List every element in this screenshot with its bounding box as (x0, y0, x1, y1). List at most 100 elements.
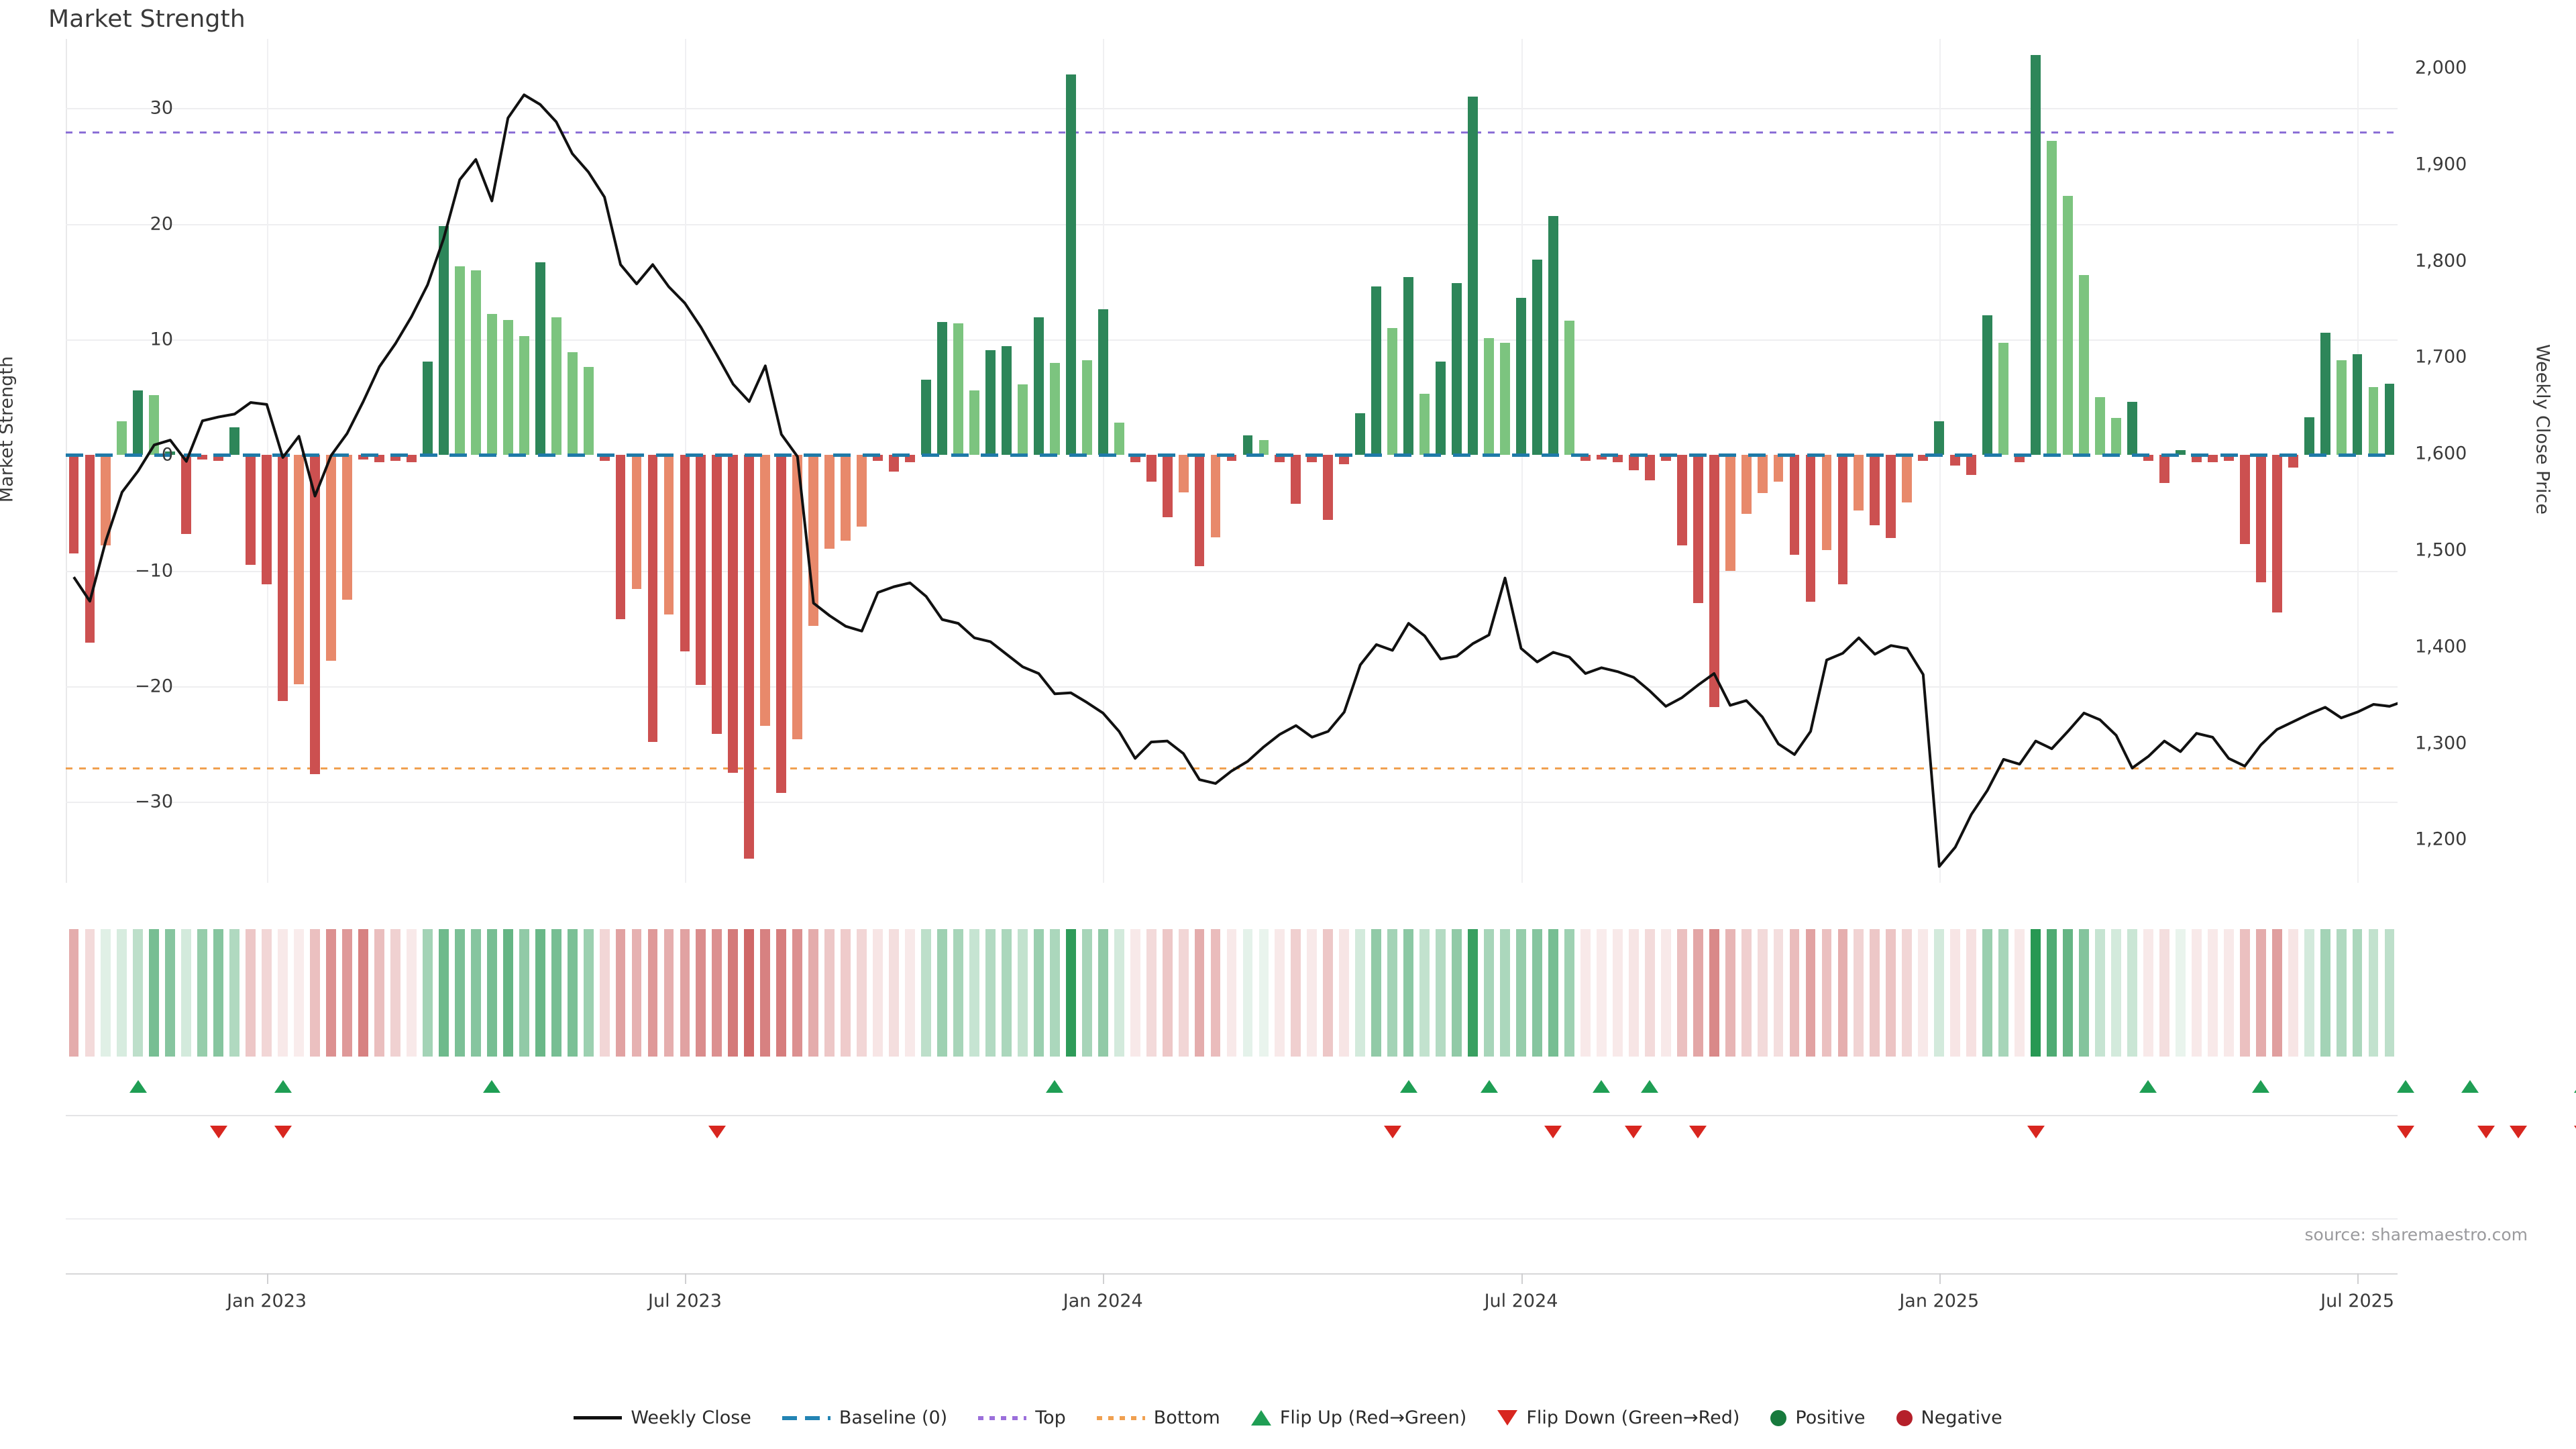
legend-item[interactable]: Positive (1770, 1407, 1866, 1428)
heat-strip-cell (2255, 929, 2266, 1057)
legend-item-label: Top (1035, 1407, 1066, 1428)
heat-strip-cell (101, 929, 111, 1057)
market-strength-bar (519, 335, 529, 455)
legend-item[interactable]: Baseline (0) (782, 1407, 947, 1428)
legend-item-label: Flip Up (Red→Green) (1279, 1407, 1467, 1428)
dot-darkred-icon (1896, 1409, 1913, 1426)
heat-strip-cell (1403, 929, 1414, 1057)
heat-strip-cell (1564, 929, 1574, 1057)
market-strength-bar (1757, 455, 1768, 494)
heat-strip-cell (1660, 929, 1671, 1057)
flip-up-marker (2252, 1080, 2270, 1093)
heat-strip-cell (857, 929, 867, 1057)
heat-strip-cell (1500, 929, 1510, 1057)
triangle-down-red-icon (1497, 1410, 1518, 1426)
market-strength-bar (985, 350, 996, 455)
market-strength-bar (1741, 455, 1752, 515)
market-strength-bar (1805, 455, 1816, 602)
legend-item[interactable]: Bottom (1096, 1407, 1220, 1428)
heat-strip-cell (2336, 929, 2347, 1057)
heat-strip-cell (873, 929, 883, 1057)
heat-strip-cell (1307, 929, 1318, 1057)
market-strength-bar (1307, 455, 1318, 462)
market-strength-bar (1387, 327, 1398, 455)
heat-strip-cell (2352, 929, 2363, 1057)
x-axis-tick (684, 1273, 686, 1284)
market-strength-bar (2336, 360, 2347, 455)
market-strength-bars (66, 39, 2398, 883)
heat-strip-cell (2015, 929, 2025, 1057)
chart-legend: Weekly Close Baseline (0) Top Bottom Flip Up… (0, 1407, 2576, 1428)
legend-item[interactable]: Flip Down (Green→Red) (1497, 1407, 1739, 1428)
market-strength-bar (1982, 315, 1993, 455)
heat-strip-cell (792, 929, 803, 1057)
heat-strip-cell (824, 929, 835, 1057)
market-strength-bar (2207, 455, 2218, 462)
market-strength-bar (2159, 455, 2169, 483)
market-strength-bar (2352, 354, 2363, 455)
market-strength-bar (1725, 455, 1735, 571)
heat-strip-cell (760, 929, 771, 1057)
market-strength-bar (1950, 455, 1961, 466)
heat-strip-cell (470, 929, 481, 1057)
market-strength-bar (1049, 362, 1060, 455)
heat-strip-cell (1548, 929, 1558, 1057)
market-strength-bar (1291, 455, 1301, 504)
heat-strip-cell (2239, 929, 2250, 1057)
market-strength-bar (889, 455, 899, 472)
market-strength-bar (1821, 455, 1832, 550)
left-axis-tick-label: −20 (135, 676, 173, 697)
market-strength-bar (2015, 455, 2025, 462)
market-strength-bar (1355, 413, 1366, 455)
x-axis-tick (2357, 1273, 2359, 1284)
x-axis-tick-label: Jul 2024 (1484, 1291, 1558, 1311)
heat-strip-cell (1676, 929, 1687, 1057)
heat-strip-cell (1596, 929, 1607, 1057)
market-strength-bar (1146, 455, 1157, 482)
legend-item[interactable]: Top (978, 1407, 1066, 1428)
market-strength-bar (776, 455, 787, 793)
lower-pad-gridline (66, 1218, 2398, 1220)
flip-up-marker (1399, 1080, 1417, 1093)
flip-marker-rows (66, 1073, 2576, 1154)
legend-item[interactable]: Negative (1896, 1407, 2002, 1428)
flip-row-divider (66, 1115, 2398, 1116)
heat-strip-cell (1001, 929, 1012, 1057)
flip-down-marker (1625, 1126, 1643, 1138)
market-strength-bar (2079, 274, 2089, 455)
market-strength-bar (1323, 455, 1334, 520)
market-strength-bar (310, 455, 320, 774)
market-strength-bar (1676, 455, 1687, 545)
market-strength-bar (647, 455, 658, 742)
heat-strip-cell (246, 929, 256, 1057)
gridline (66, 686, 2398, 688)
heat-strip-cell (744, 929, 755, 1057)
legend-item-label: Baseline (0) (839, 1407, 948, 1428)
legend-item[interactable]: Flip Up (Red→Green) (1250, 1407, 1467, 1428)
heat-strip-cell (454, 929, 465, 1057)
legend-item[interactable]: Weekly Close (574, 1407, 751, 1428)
market-strength-bar (1660, 455, 1671, 461)
market-strength-bar (1339, 455, 1350, 465)
heat-strip-cell (1097, 929, 1108, 1057)
left-axis-tick-label: 30 (150, 97, 173, 119)
heat-strip-cell (213, 929, 224, 1057)
flip-up-marker (1480, 1080, 1498, 1093)
market-strength-bar (1998, 343, 2009, 455)
heat-strip-cell (2304, 929, 2314, 1057)
market-strength-bar (2384, 383, 2395, 455)
flip-up-marker (1046, 1080, 1064, 1093)
flip-down-marker (1689, 1126, 1707, 1138)
heat-strip-cell (1484, 929, 1494, 1057)
market-strength-bar (1419, 394, 1430, 455)
market-strength-bar (599, 455, 610, 461)
heat-strip-cell (712, 929, 722, 1057)
market-strength-bar (1854, 455, 1864, 511)
heat-strip-cell (358, 929, 368, 1057)
flip-down-marker (2477, 1126, 2495, 1138)
market-strength-bar (1436, 361, 1446, 455)
heat-strip-cell (1258, 929, 1269, 1057)
heat-strip-cell (985, 929, 996, 1057)
heat-strip-cell (2079, 929, 2089, 1057)
market-strength-bar (680, 455, 690, 652)
